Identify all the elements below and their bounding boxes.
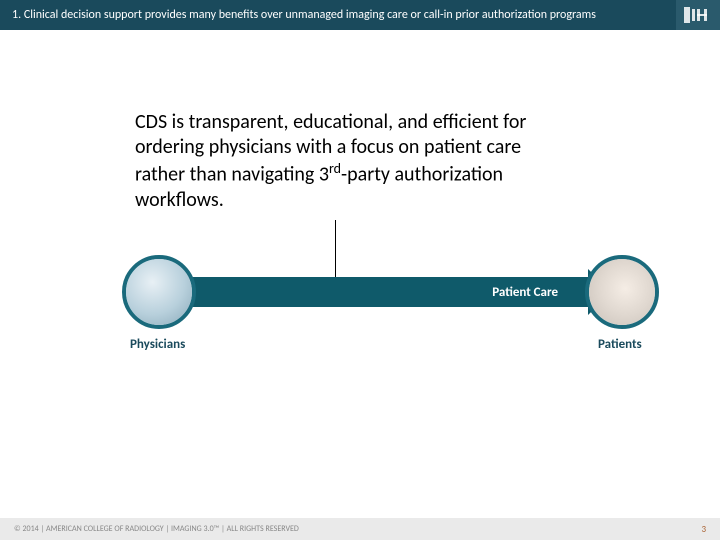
page-number: 3 [701,524,706,535]
header-bar: 1. Clinical decision support provides ma… [0,0,720,30]
physicians-label: Physicians [130,337,185,352]
physicians-circle [122,255,196,329]
footer-bar: © 2014 | AMERICAN COLLEGE OF RADIOLOGY |… [0,518,720,540]
patient-icon [589,259,655,325]
logo-icon [684,7,712,23]
patients-circle [585,255,659,329]
logo-box [676,0,720,30]
arrow-bar: Patient Care [190,277,590,307]
header-title: 1. Clinical decision support provides ma… [12,8,596,22]
stethoscope-icon [126,259,192,325]
arrow-label: Patient Care [492,285,558,300]
body-paragraph: CDS is transparent, educational, and eff… [135,110,575,213]
body-sup: rd [329,160,341,177]
diagram: Patient Care Physicians Patients [0,255,720,375]
patients-label: Patients [598,337,642,352]
footer-copyright: © 2014 | AMERICAN COLLEGE OF RADIOLOGY |… [14,524,299,534]
